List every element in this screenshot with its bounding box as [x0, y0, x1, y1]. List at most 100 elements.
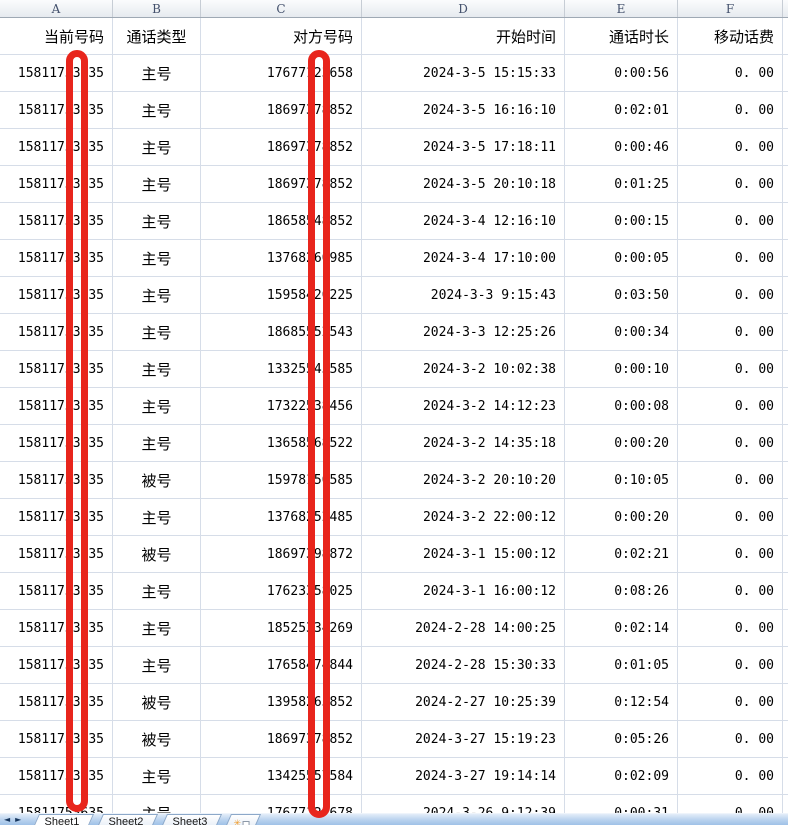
cell-e-3[interactable]: 0:00:46 [565, 129, 678, 166]
cell-b-18[interactable]: 被号 [113, 684, 201, 721]
cell-d-20[interactable]: 2024-3-27 19:14:14 [362, 758, 565, 795]
cell-d-13[interactable]: 2024-3-2 22:00:12 [362, 499, 565, 536]
cell-a-8[interactable]: 15811753635 [0, 314, 113, 351]
insert-worksheet-tab[interactable]: ✳ [222, 814, 261, 825]
cell-a-1[interactable]: 15811753635 [0, 55, 113, 92]
cell-d-19[interactable]: 2024-3-27 15:19:23 [362, 721, 565, 758]
cell-b-16[interactable]: 主号 [113, 610, 201, 647]
cell-c-11[interactable]: 13658568522 [201, 425, 362, 462]
cell-f-17[interactable]: 0. 00 [678, 647, 783, 684]
cell-e-17[interactable]: 0:01:05 [565, 647, 678, 684]
cell-a-13[interactable]: 15811753635 [0, 499, 113, 536]
cell-f-20[interactable]: 0. 00 [678, 758, 783, 795]
cell-b-5[interactable]: 主号 [113, 203, 201, 240]
cell-a-5[interactable]: 15811753635 [0, 203, 113, 240]
cell-e-13[interactable]: 0:00:20 [565, 499, 678, 536]
previous-sheet-icon[interactable]: ◄ [4, 815, 11, 824]
cell-f-4[interactable]: 0. 00 [678, 166, 783, 203]
cell-c-15[interactable]: 17623358025 [201, 573, 362, 610]
cell-b-15[interactable]: 主号 [113, 573, 201, 610]
cell-c-7[interactable]: 15958426225 [201, 277, 362, 314]
cell-f-6[interactable]: 0. 00 [678, 240, 783, 277]
cell-d-header[interactable]: 开始时间 [362, 18, 565, 55]
cell-a-16[interactable]: 15811753635 [0, 610, 113, 647]
cell-f-1[interactable]: 0. 00 [678, 55, 783, 92]
cell-b-4[interactable]: 主号 [113, 166, 201, 203]
cell-d-6[interactable]: 2024-3-4 17:10:00 [362, 240, 565, 277]
cell-e-7[interactable]: 0:03:50 [565, 277, 678, 314]
column-header-e[interactable]: E [565, 0, 678, 17]
cell-b-6[interactable]: 主号 [113, 240, 201, 277]
cell-c-5[interactable]: 18658548852 [201, 203, 362, 240]
cell-a-header[interactable]: 当前号码 [0, 18, 113, 55]
cell-f-18[interactable]: 0. 00 [678, 684, 783, 721]
column-header-c[interactable]: C [201, 0, 362, 17]
cell-f-7[interactable]: 0. 00 [678, 277, 783, 314]
cell-a-20[interactable]: 15811753635 [0, 758, 113, 795]
cell-c-12[interactable]: 15978156585 [201, 462, 362, 499]
cell-d-5[interactable]: 2024-3-4 12:16:10 [362, 203, 565, 240]
tab-sheet1[interactable]: Sheet1 [31, 814, 95, 825]
cell-c-3[interactable]: 18697378852 [201, 129, 362, 166]
cell-a-15[interactable]: 15811753635 [0, 573, 113, 610]
cell-b-3[interactable]: 主号 [113, 129, 201, 166]
cell-f-14[interactable]: 0. 00 [678, 536, 783, 573]
cell-e-11[interactable]: 0:00:20 [565, 425, 678, 462]
cell-c-header[interactable]: 对方号码 [201, 18, 362, 55]
cell-f-header[interactable]: 移动话费 [678, 18, 783, 55]
cell-a-6[interactable]: 15811753635 [0, 240, 113, 277]
cell-d-2[interactable]: 2024-3-5 16:16:10 [362, 92, 565, 129]
cell-b-12[interactable]: 被号 [113, 462, 201, 499]
next-sheet-icon[interactable]: ► [15, 815, 22, 824]
cell-c-1[interactable]: 17677123658 [201, 55, 362, 92]
cell-f-10[interactable]: 0. 00 [678, 388, 783, 425]
cell-c-8[interactable]: 18685552543 [201, 314, 362, 351]
cell-b-14[interactable]: 被号 [113, 536, 201, 573]
cell-b-1[interactable]: 主号 [113, 55, 201, 92]
cell-b-10[interactable]: 主号 [113, 388, 201, 425]
cell-f-2[interactable]: 0. 00 [678, 92, 783, 129]
cell-c-14[interactable]: 18697398872 [201, 536, 362, 573]
cell-e-14[interactable]: 0:02:21 [565, 536, 678, 573]
cell-b-11[interactable]: 主号 [113, 425, 201, 462]
cell-a-4[interactable]: 15811753635 [0, 166, 113, 203]
cell-f-15[interactable]: 0. 00 [678, 573, 783, 610]
column-header-a[interactable]: A [0, 0, 113, 17]
cell-e-header[interactable]: 通话时长 [565, 18, 678, 55]
cell-e-6[interactable]: 0:00:05 [565, 240, 678, 277]
cell-a-18[interactable]: 15811753635 [0, 684, 113, 721]
cell-d-1[interactable]: 2024-3-5 15:15:33 [362, 55, 565, 92]
cell-e-19[interactable]: 0:05:26 [565, 721, 678, 758]
column-header-d[interactable]: D [362, 0, 565, 17]
cell-f-12[interactable]: 0. 00 [678, 462, 783, 499]
cell-d-16[interactable]: 2024-2-28 14:00:25 [362, 610, 565, 647]
cell-c-18[interactable]: 13958265852 [201, 684, 362, 721]
cell-f-8[interactable]: 0. 00 [678, 314, 783, 351]
cell-f-5[interactable]: 0. 00 [678, 203, 783, 240]
cell-a-14[interactable]: 15811753635 [0, 536, 113, 573]
cell-c-13[interactable]: 13768252485 [201, 499, 362, 536]
cell-c-4[interactable]: 18697378852 [201, 166, 362, 203]
cell-d-8[interactable]: 2024-3-3 12:25:26 [362, 314, 565, 351]
cell-e-8[interactable]: 0:00:34 [565, 314, 678, 351]
cell-b-2[interactable]: 主号 [113, 92, 201, 129]
cell-b-8[interactable]: 主号 [113, 314, 201, 351]
cell-d-7[interactable]: 2024-3-3 9:15:43 [362, 277, 565, 314]
cell-e-9[interactable]: 0:00:10 [565, 351, 678, 388]
cell-d-18[interactable]: 2024-2-27 10:25:39 [362, 684, 565, 721]
cell-b-13[interactable]: 主号 [113, 499, 201, 536]
cell-d-10[interactable]: 2024-3-2 14:12:23 [362, 388, 565, 425]
cell-f-3[interactable]: 0. 00 [678, 129, 783, 166]
cell-e-15[interactable]: 0:08:26 [565, 573, 678, 610]
cell-c-6[interactable]: 13768260985 [201, 240, 362, 277]
cell-c-2[interactable]: 18697378852 [201, 92, 362, 129]
cell-a-19[interactable]: 15811753635 [0, 721, 113, 758]
cell-f-16[interactable]: 0. 00 [678, 610, 783, 647]
cell-a-10[interactable]: 15811753635 [0, 388, 113, 425]
cell-d-9[interactable]: 2024-3-2 10:02:38 [362, 351, 565, 388]
cell-d-17[interactable]: 2024-2-28 15:30:33 [362, 647, 565, 684]
cell-d-4[interactable]: 2024-3-5 20:10:18 [362, 166, 565, 203]
cell-c-19[interactable]: 18697378852 [201, 721, 362, 758]
cell-c-17[interactable]: 17658474844 [201, 647, 362, 684]
cell-b-20[interactable]: 主号 [113, 758, 201, 795]
